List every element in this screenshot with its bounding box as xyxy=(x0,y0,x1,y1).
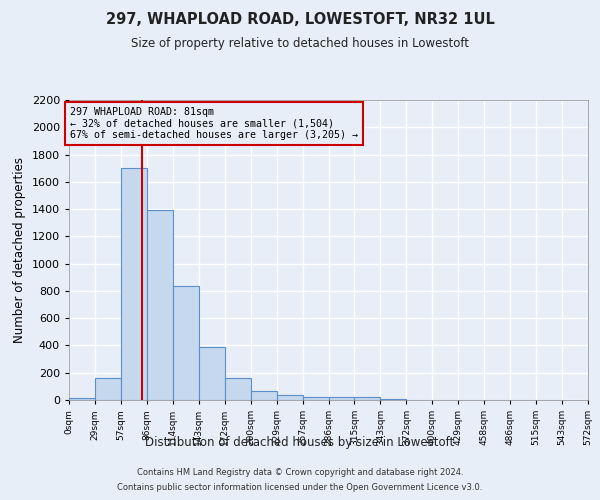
Bar xyxy=(69,398,95,400)
Bar xyxy=(251,391,277,400)
Y-axis label: Number of detached properties: Number of detached properties xyxy=(13,157,26,343)
Text: 297, WHAPLOAD ROAD, LOWESTOFT, NR32 1UL: 297, WHAPLOAD ROAD, LOWESTOFT, NR32 1UL xyxy=(106,12,494,28)
Bar xyxy=(225,378,251,400)
Bar xyxy=(329,396,355,400)
Bar xyxy=(95,378,121,400)
Text: Contains HM Land Registry data © Crown copyright and database right 2024.: Contains HM Land Registry data © Crown c… xyxy=(137,468,463,477)
Bar xyxy=(380,398,406,400)
Bar xyxy=(277,395,302,400)
Text: 297 WHAPLOAD ROAD: 81sqm
← 32% of detached houses are smaller (1,504)
67% of sem: 297 WHAPLOAD ROAD: 81sqm ← 32% of detach… xyxy=(70,107,358,140)
Text: Size of property relative to detached houses in Lowestoft: Size of property relative to detached ho… xyxy=(131,38,469,51)
Bar xyxy=(121,168,147,400)
Text: Distribution of detached houses by size in Lowestoft: Distribution of detached houses by size … xyxy=(145,436,455,449)
Bar xyxy=(173,286,199,400)
Bar xyxy=(302,396,329,400)
Text: Contains public sector information licensed under the Open Government Licence v3: Contains public sector information licen… xyxy=(118,483,482,492)
Bar xyxy=(355,398,380,400)
Bar xyxy=(199,347,224,400)
Bar xyxy=(147,210,173,400)
